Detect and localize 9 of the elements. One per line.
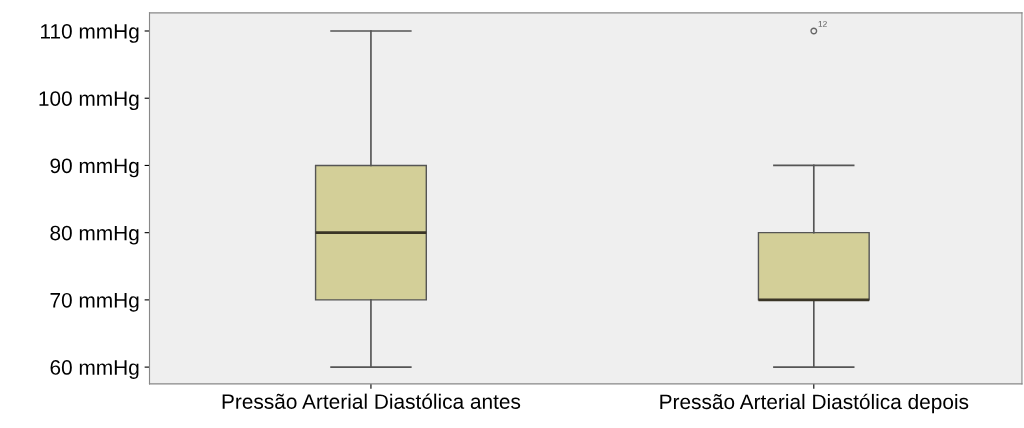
y-tick-label: 60 mmHg	[50, 360, 139, 379]
annotation: 12	[818, 21, 827, 27]
x-tick-label: Pressão Arterial Diastólica depois	[660, 393, 969, 414]
y-tick-label: 70 mmHg	[50, 292, 139, 312]
y-tick-label: 90 mmHg	[50, 158, 139, 178]
y-tick-label: 80 mmHg	[50, 225, 139, 245]
x-tick-label: Pressão Arterial Diastólica antes	[222, 393, 521, 409]
y-tick-label: 110 mmHg	[41, 23, 139, 43]
y-tick-label: 100 mmHg	[39, 91, 139, 111]
